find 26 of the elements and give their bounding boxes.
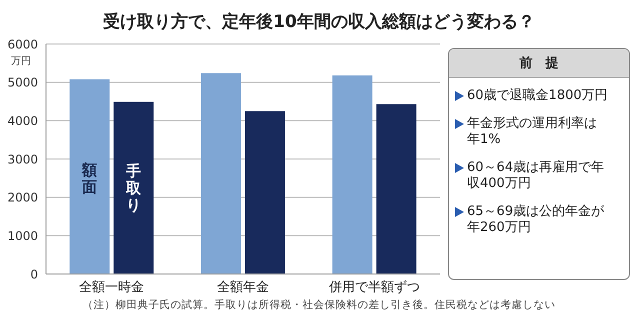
bar bbox=[332, 75, 372, 274]
text: （注）柳田典子氏の試算。手取りは所得税・社会保険料の差し引き後。住民税などは考慮しない bbox=[82, 298, 556, 312]
series-label: 額面 bbox=[81, 161, 98, 196]
y-tick-label: 4000 bbox=[7, 114, 38, 128]
text: 年金形式の運用利率は年1% bbox=[467, 116, 598, 148]
x-tick-label: 全額年金 bbox=[217, 280, 269, 296]
y-tick-label: 6000 bbox=[7, 37, 38, 52]
bar bbox=[70, 79, 110, 274]
y-tick-label: 5000 bbox=[7, 76, 38, 90]
y-tick-label: 2000 bbox=[7, 190, 38, 205]
y-axis-title: 万円 bbox=[11, 55, 31, 68]
y-tick-label: 1000 bbox=[7, 228, 38, 243]
chart-title: 受け取り方で、定年後10年間の収入総額はどう変わる？ bbox=[102, 11, 536, 33]
y-tick-label: 3000 bbox=[7, 152, 38, 166]
x-tick-label: 全額一時金 bbox=[79, 280, 144, 296]
text: 65～69歳は公的年金が年260万円 bbox=[467, 204, 606, 236]
series-label: 手取り bbox=[125, 162, 142, 214]
bar bbox=[200, 73, 241, 274]
text: 60歳で退職金1800万円 bbox=[467, 88, 609, 104]
text: 前 提 bbox=[449, 49, 629, 78]
bar bbox=[114, 102, 154, 274]
bar bbox=[376, 104, 416, 274]
text: 60～64歳は再雇用で年収400万円 bbox=[467, 160, 606, 192]
bar bbox=[244, 111, 285, 274]
y-tick-label: 0 bbox=[30, 267, 38, 282]
x-tick-label: 併用で半額ずつ bbox=[328, 280, 420, 296]
